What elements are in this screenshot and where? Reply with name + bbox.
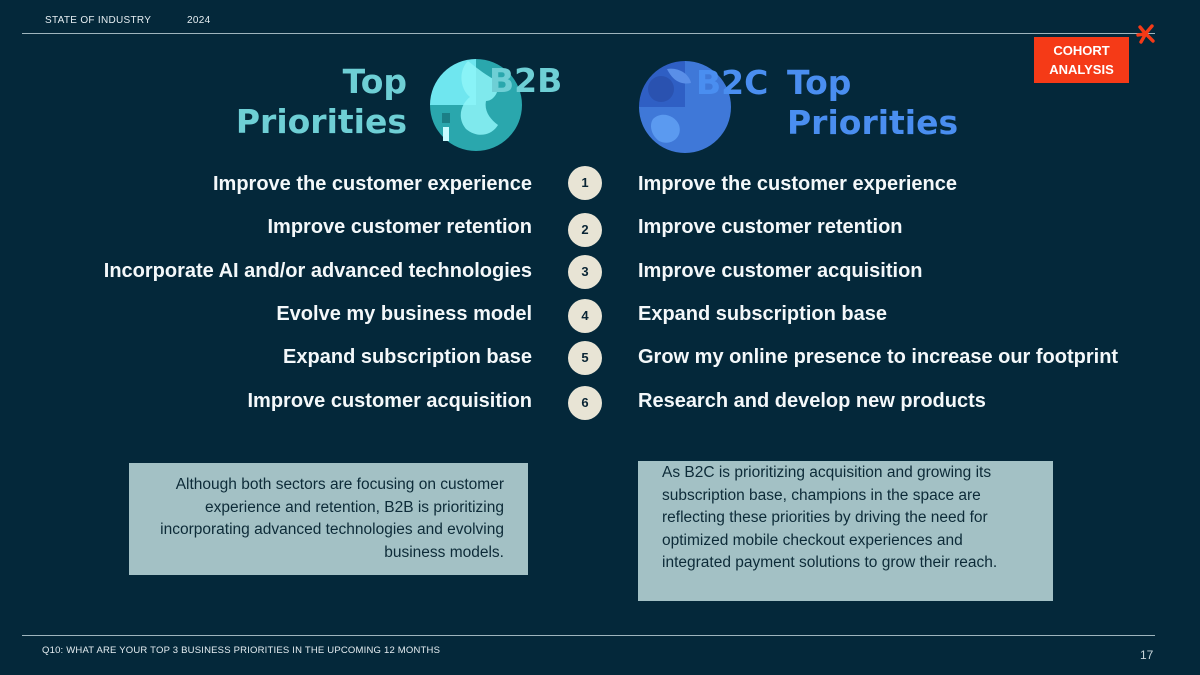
b2c-tag: B2C (696, 63, 769, 102)
b2b-title-line-2: Priorities (235, 102, 407, 141)
badge-line-2: ANALYSIS (1049, 62, 1114, 77)
b2b-priority-1: Improve the customer experience (212, 173, 532, 195)
rank-badge-1: 1 (568, 166, 602, 200)
b2c-priority-5: Grow my online presence to increase our … (638, 346, 1119, 368)
header-section-label: STATE OF INDUSTRY (45, 15, 152, 26)
bottom-divider (22, 635, 1155, 636)
rank-badge-3: 3 (568, 255, 602, 289)
b2b-insight-note: Although both sectors are focusing on cu… (129, 463, 528, 575)
rank-badge-6: 6 (568, 386, 602, 420)
top-divider (22, 33, 1155, 34)
badge-line-1: COHORT (1053, 43, 1110, 58)
b2c-title: Top Priorities (787, 63, 958, 143)
b2b-priority-6: Improve customer acquisition (247, 390, 532, 412)
b2b-pie-graphic (430, 59, 522, 151)
b2b-priority-3: Incorporate AI and/or advanced technolog… (103, 260, 532, 282)
rank-badge-4: 4 (568, 299, 602, 333)
b2c-priority-3: Improve customer acquisition (638, 260, 923, 282)
b2b-title-line-1: Top (342, 62, 407, 101)
b2c-priority-4: Expand subscription base (638, 303, 887, 325)
b2c-priority-6: Research and develop new products (638, 390, 986, 412)
survey-question: Q10: WHAT ARE YOUR TOP 3 BUSINESS PRIORI… (42, 645, 441, 656)
rank-badge-2: 2 (568, 213, 602, 247)
b2c-title-line-2: Priorities (787, 103, 959, 142)
b2b-priority-4: Evolve my business model (276, 303, 532, 325)
b2c-insight-note: As B2C is prioritizing acquisition and g… (638, 461, 1053, 601)
asterisk-logo-icon (1136, 24, 1155, 44)
b2b-priority-5: Expand subscription base (283, 346, 532, 368)
b2c-priority-2: Improve customer retention (638, 216, 903, 238)
b2b-priority-2: Improve customer retention (267, 216, 532, 238)
b2b-tag: B2B (489, 61, 563, 100)
header-year: 2024 (187, 15, 211, 26)
b2c-title-line-1: Top (787, 63, 852, 102)
cohort-analysis-badge: COHORT ANALYSIS (1034, 37, 1129, 83)
rank-badge-5: 5 (568, 341, 602, 375)
b2b-title: Top Priorities (236, 62, 407, 142)
b2c-priority-1: Improve the customer experience (638, 173, 958, 195)
page-number: 17 (1140, 648, 1154, 662)
b2c-pie-graphic (639, 61, 731, 153)
